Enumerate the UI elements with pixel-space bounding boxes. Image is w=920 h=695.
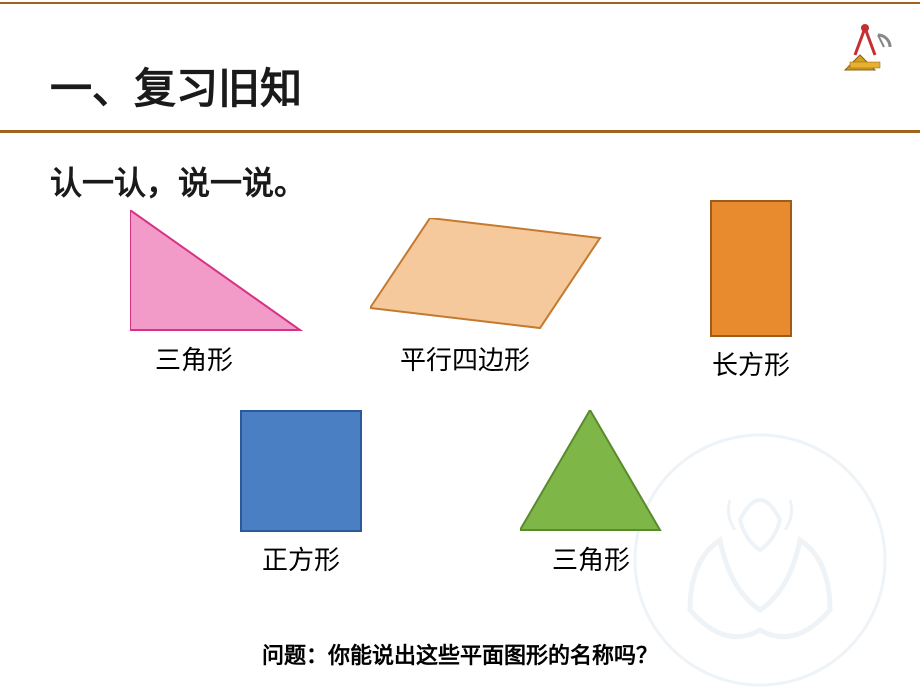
subtitle: 认一认，说一说。	[50, 158, 306, 204]
page-title: 一、复习旧知	[50, 55, 302, 116]
question-text: 问题：你能说出这些平面图形的名称吗？	[0, 638, 920, 670]
rectangle-shape-wrap	[710, 200, 795, 345]
tools-icon	[840, 20, 895, 75]
rectangle-label: 长方形	[712, 345, 790, 382]
top-border	[0, 2, 920, 4]
square-shape-wrap	[240, 410, 365, 540]
square-label: 正方形	[262, 540, 340, 577]
triangle-green-label: 三角形	[552, 540, 630, 577]
triangle-pink	[130, 210, 305, 340]
parallelogram-shape-wrap	[370, 218, 605, 338]
triangle-shape	[130, 210, 300, 330]
parallelogram-label: 平行四边形	[400, 340, 530, 377]
rectangle-shape	[711, 201, 791, 336]
triangle-green-wrap	[520, 410, 665, 540]
divider-line	[0, 130, 920, 133]
parallelogram-shape	[370, 218, 600, 328]
triangle-pink-label: 三角形	[155, 340, 233, 377]
square-shape	[241, 411, 361, 531]
triangle-green-shape	[520, 410, 660, 530]
